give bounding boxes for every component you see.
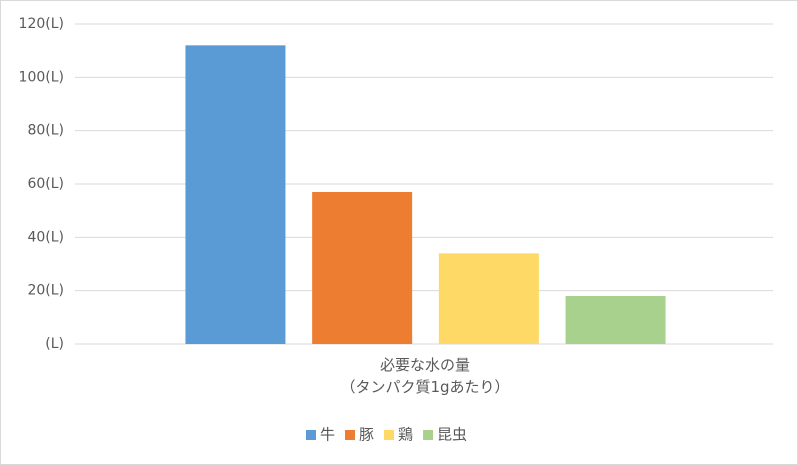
legend-swatch xyxy=(345,430,356,440)
legend-swatch xyxy=(384,430,395,440)
y-tick-label: 40(L) xyxy=(27,229,64,245)
legend-label: 牛 xyxy=(320,426,335,444)
bar xyxy=(565,296,666,344)
legend-label: 鶏 xyxy=(398,426,413,444)
y-tick-label: (L) xyxy=(45,336,64,352)
bar xyxy=(185,45,286,344)
bar xyxy=(438,253,539,344)
legend-label: 豚 xyxy=(359,426,374,444)
y-tick-label: 100(L) xyxy=(19,69,64,85)
y-tick-label: 80(L) xyxy=(27,123,64,139)
bar xyxy=(312,192,413,344)
y-tick-label: 120(L) xyxy=(19,16,64,32)
legend-swatch xyxy=(423,430,434,440)
y-tick-label: 20(L) xyxy=(27,283,64,299)
legend-swatch xyxy=(306,430,316,440)
legend-label: 昆虫 xyxy=(437,426,467,444)
x-tick-label: 必要な水の量 （タンパク質1gあたり） xyxy=(340,356,510,396)
y-tick-label: 60(L) xyxy=(27,176,64,192)
